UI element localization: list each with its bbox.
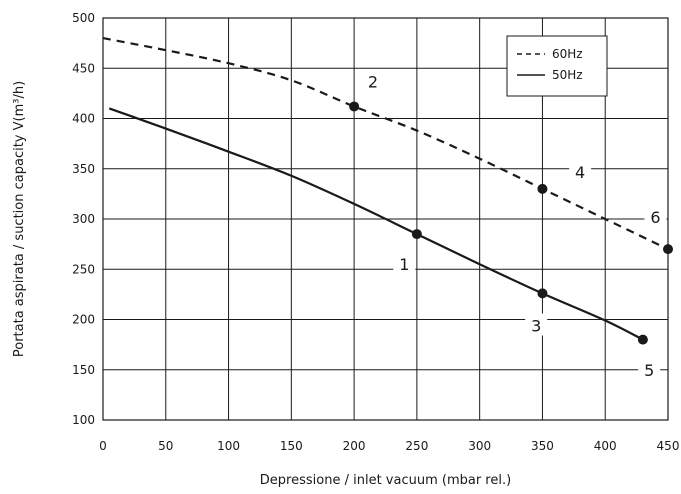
annotation-label-6: 6 xyxy=(650,208,660,227)
annotation-bg xyxy=(393,252,416,275)
y-tick-label: 250 xyxy=(72,262,95,276)
data-point-5 xyxy=(637,334,648,345)
series-line-50hz xyxy=(108,107,644,341)
x-axis-label: Depressione / inlet vacuum (mbar rel.) xyxy=(260,473,511,488)
x-tick-label: 400 xyxy=(594,439,617,453)
x-tick-label: 150 xyxy=(280,439,303,453)
x-tick-label: 350 xyxy=(531,439,554,453)
x-tick-label: 50 xyxy=(158,439,173,453)
data-markers xyxy=(349,101,673,345)
legend-label-60hz: 60Hz xyxy=(552,47,583,61)
x-tick-label: 0 xyxy=(99,439,107,453)
series-lines xyxy=(102,37,669,341)
annotation-bg xyxy=(569,159,592,182)
annotation-label-5: 5 xyxy=(644,361,654,380)
annotation-bg xyxy=(644,204,667,227)
annotation-label-4: 4 xyxy=(575,163,585,182)
y-tick-label: 400 xyxy=(72,112,95,126)
annotation-label-1: 1 xyxy=(399,255,409,274)
series-line-60hz xyxy=(102,37,669,251)
annotation-label-2: 2 xyxy=(368,72,378,91)
annotation-bg xyxy=(638,357,661,380)
y-axis-label: Portata aspirata / suction capacity V(m³… xyxy=(12,81,27,357)
x-tick-label: 450 xyxy=(657,439,680,453)
legend: 60Hz 50Hz xyxy=(506,35,608,97)
y-tick-label: 350 xyxy=(72,162,95,176)
legend-box xyxy=(506,35,608,97)
legend-label-50hz: 50Hz xyxy=(552,68,583,82)
x-tick-label: 200 xyxy=(343,439,366,453)
y-tick-label: 500 xyxy=(72,11,95,25)
data-point-3 xyxy=(537,288,548,299)
y-tick-label: 150 xyxy=(72,363,95,377)
x-tick-label: 300 xyxy=(468,439,491,453)
x-tick-label: 250 xyxy=(405,439,428,453)
tick-labels: 0 50 100 150 200 250 300 350 400 450 100 150 200 250 3… xyxy=(72,11,679,453)
annotation-label-3: 3 xyxy=(531,317,541,336)
data-point-1 xyxy=(411,229,422,240)
data-point-2 xyxy=(349,101,360,112)
y-tick-label: 200 xyxy=(72,313,95,327)
data-point-4 xyxy=(537,183,548,194)
x-tick-label: 100 xyxy=(217,439,240,453)
annotations: 1 2 3 4 5 6 xyxy=(361,69,667,380)
annotation-bg xyxy=(525,313,548,336)
y-tick-label: 100 xyxy=(72,413,95,427)
plot-frame xyxy=(102,17,669,421)
y-tick-label: 450 xyxy=(72,61,95,75)
y-tick-label: 300 xyxy=(72,212,95,226)
annotation-bg xyxy=(361,69,384,92)
